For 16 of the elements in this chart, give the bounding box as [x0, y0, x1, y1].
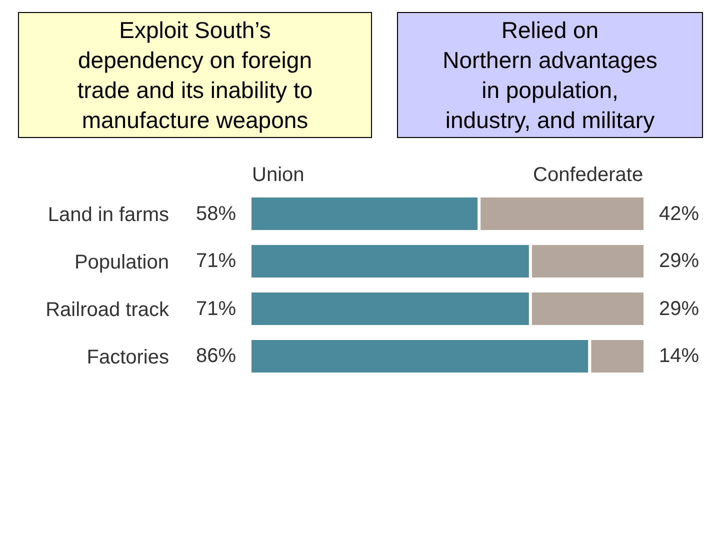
data-label: 42% [659, 203, 700, 225]
data-label: 71% [196, 298, 236, 320]
data-label: 71% [196, 250, 236, 272]
y-tick-label: Land in farms [48, 204, 169, 226]
data-label: 86% [196, 345, 236, 367]
data-label: 29% [659, 298, 700, 320]
y-tick-label: Population [74, 251, 169, 274]
data-label: 58% [196, 203, 236, 225]
data-label: 29% [659, 250, 700, 272]
data-label: 14% [659, 345, 700, 367]
text: Relied on Northern advantages in population, industry, and military [442, 17, 658, 133]
series-label: Union [252, 164, 304, 186]
text: Exploit South’s dependency on foreign trade and its inability to manufacture weapons [77, 17, 313, 133]
y-tick-label: Factories [86, 346, 169, 368]
series-label: Confederate [533, 164, 644, 186]
y-tick-label: Railroad track [46, 298, 170, 321]
